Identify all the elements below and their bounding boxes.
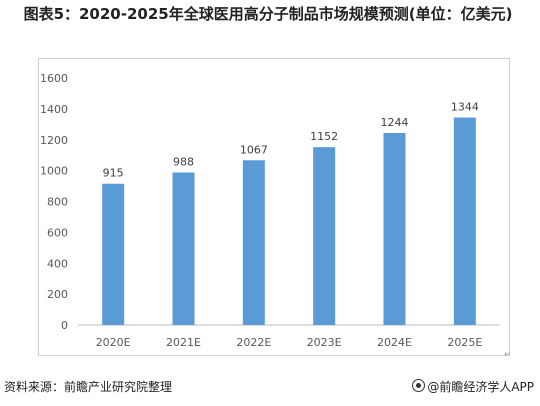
y-tick-label: 800 xyxy=(47,196,68,209)
x-tick-label-2025E: 2025E xyxy=(447,336,482,349)
chart-title: 图表5：2020-2025年全球医用高分子制品市场规模预测(单位：亿美元) xyxy=(23,5,513,23)
y-tick-label: 1600 xyxy=(40,72,68,85)
y-tick-label: 200 xyxy=(47,288,68,301)
paragraph-mark-icon: ↵ xyxy=(504,350,512,360)
source-note: 资料来源：前瞻产业研究院整理 xyxy=(4,380,173,394)
data-label-2022E: 1067 xyxy=(240,143,268,156)
data-label-2020E: 915 xyxy=(103,167,124,180)
x-tick-label-2024E: 2024E xyxy=(377,336,412,349)
x-tick-label-2023E: 2023E xyxy=(307,336,342,349)
data-label-2021E: 988 xyxy=(173,155,194,168)
bar-2023E xyxy=(313,147,336,325)
bar-2021E xyxy=(172,172,195,325)
data-label-2024E: 1244 xyxy=(381,116,409,129)
y-tick-label: 1000 xyxy=(40,165,68,178)
data-label-2025E: 1344 xyxy=(451,101,479,114)
bar-2020E xyxy=(102,183,125,325)
x-tick-label-2022E: 2022E xyxy=(236,336,271,349)
brand-text: @前瞻经济学人APP xyxy=(427,380,534,394)
bar-2024E xyxy=(383,132,406,325)
bar-2022E xyxy=(242,160,265,325)
footer: 资料来源：前瞻产业研究院整理 @前瞻经济学人APP xyxy=(4,378,534,396)
x-tick-label-2021E: 2021E xyxy=(166,336,201,349)
brand-logo-icon xyxy=(412,379,426,392)
y-tick-label: 1200 xyxy=(40,134,68,147)
y-tick-label: 1400 xyxy=(40,103,68,116)
y-tick-label: 0 xyxy=(61,319,68,332)
bar-chart: 0 200 400 600 800 1000 1200 1400 1600 915 2020E 988… xyxy=(40,72,500,349)
data-label-2023E: 1152 xyxy=(310,130,338,143)
y-tick-label: 600 xyxy=(47,226,68,239)
brand-credit: @前瞻经济学人APP xyxy=(412,378,534,395)
y-tick-label: 400 xyxy=(47,257,68,270)
x-tick-label-2020E: 2020E xyxy=(96,336,131,349)
bar-2025E xyxy=(453,117,476,326)
